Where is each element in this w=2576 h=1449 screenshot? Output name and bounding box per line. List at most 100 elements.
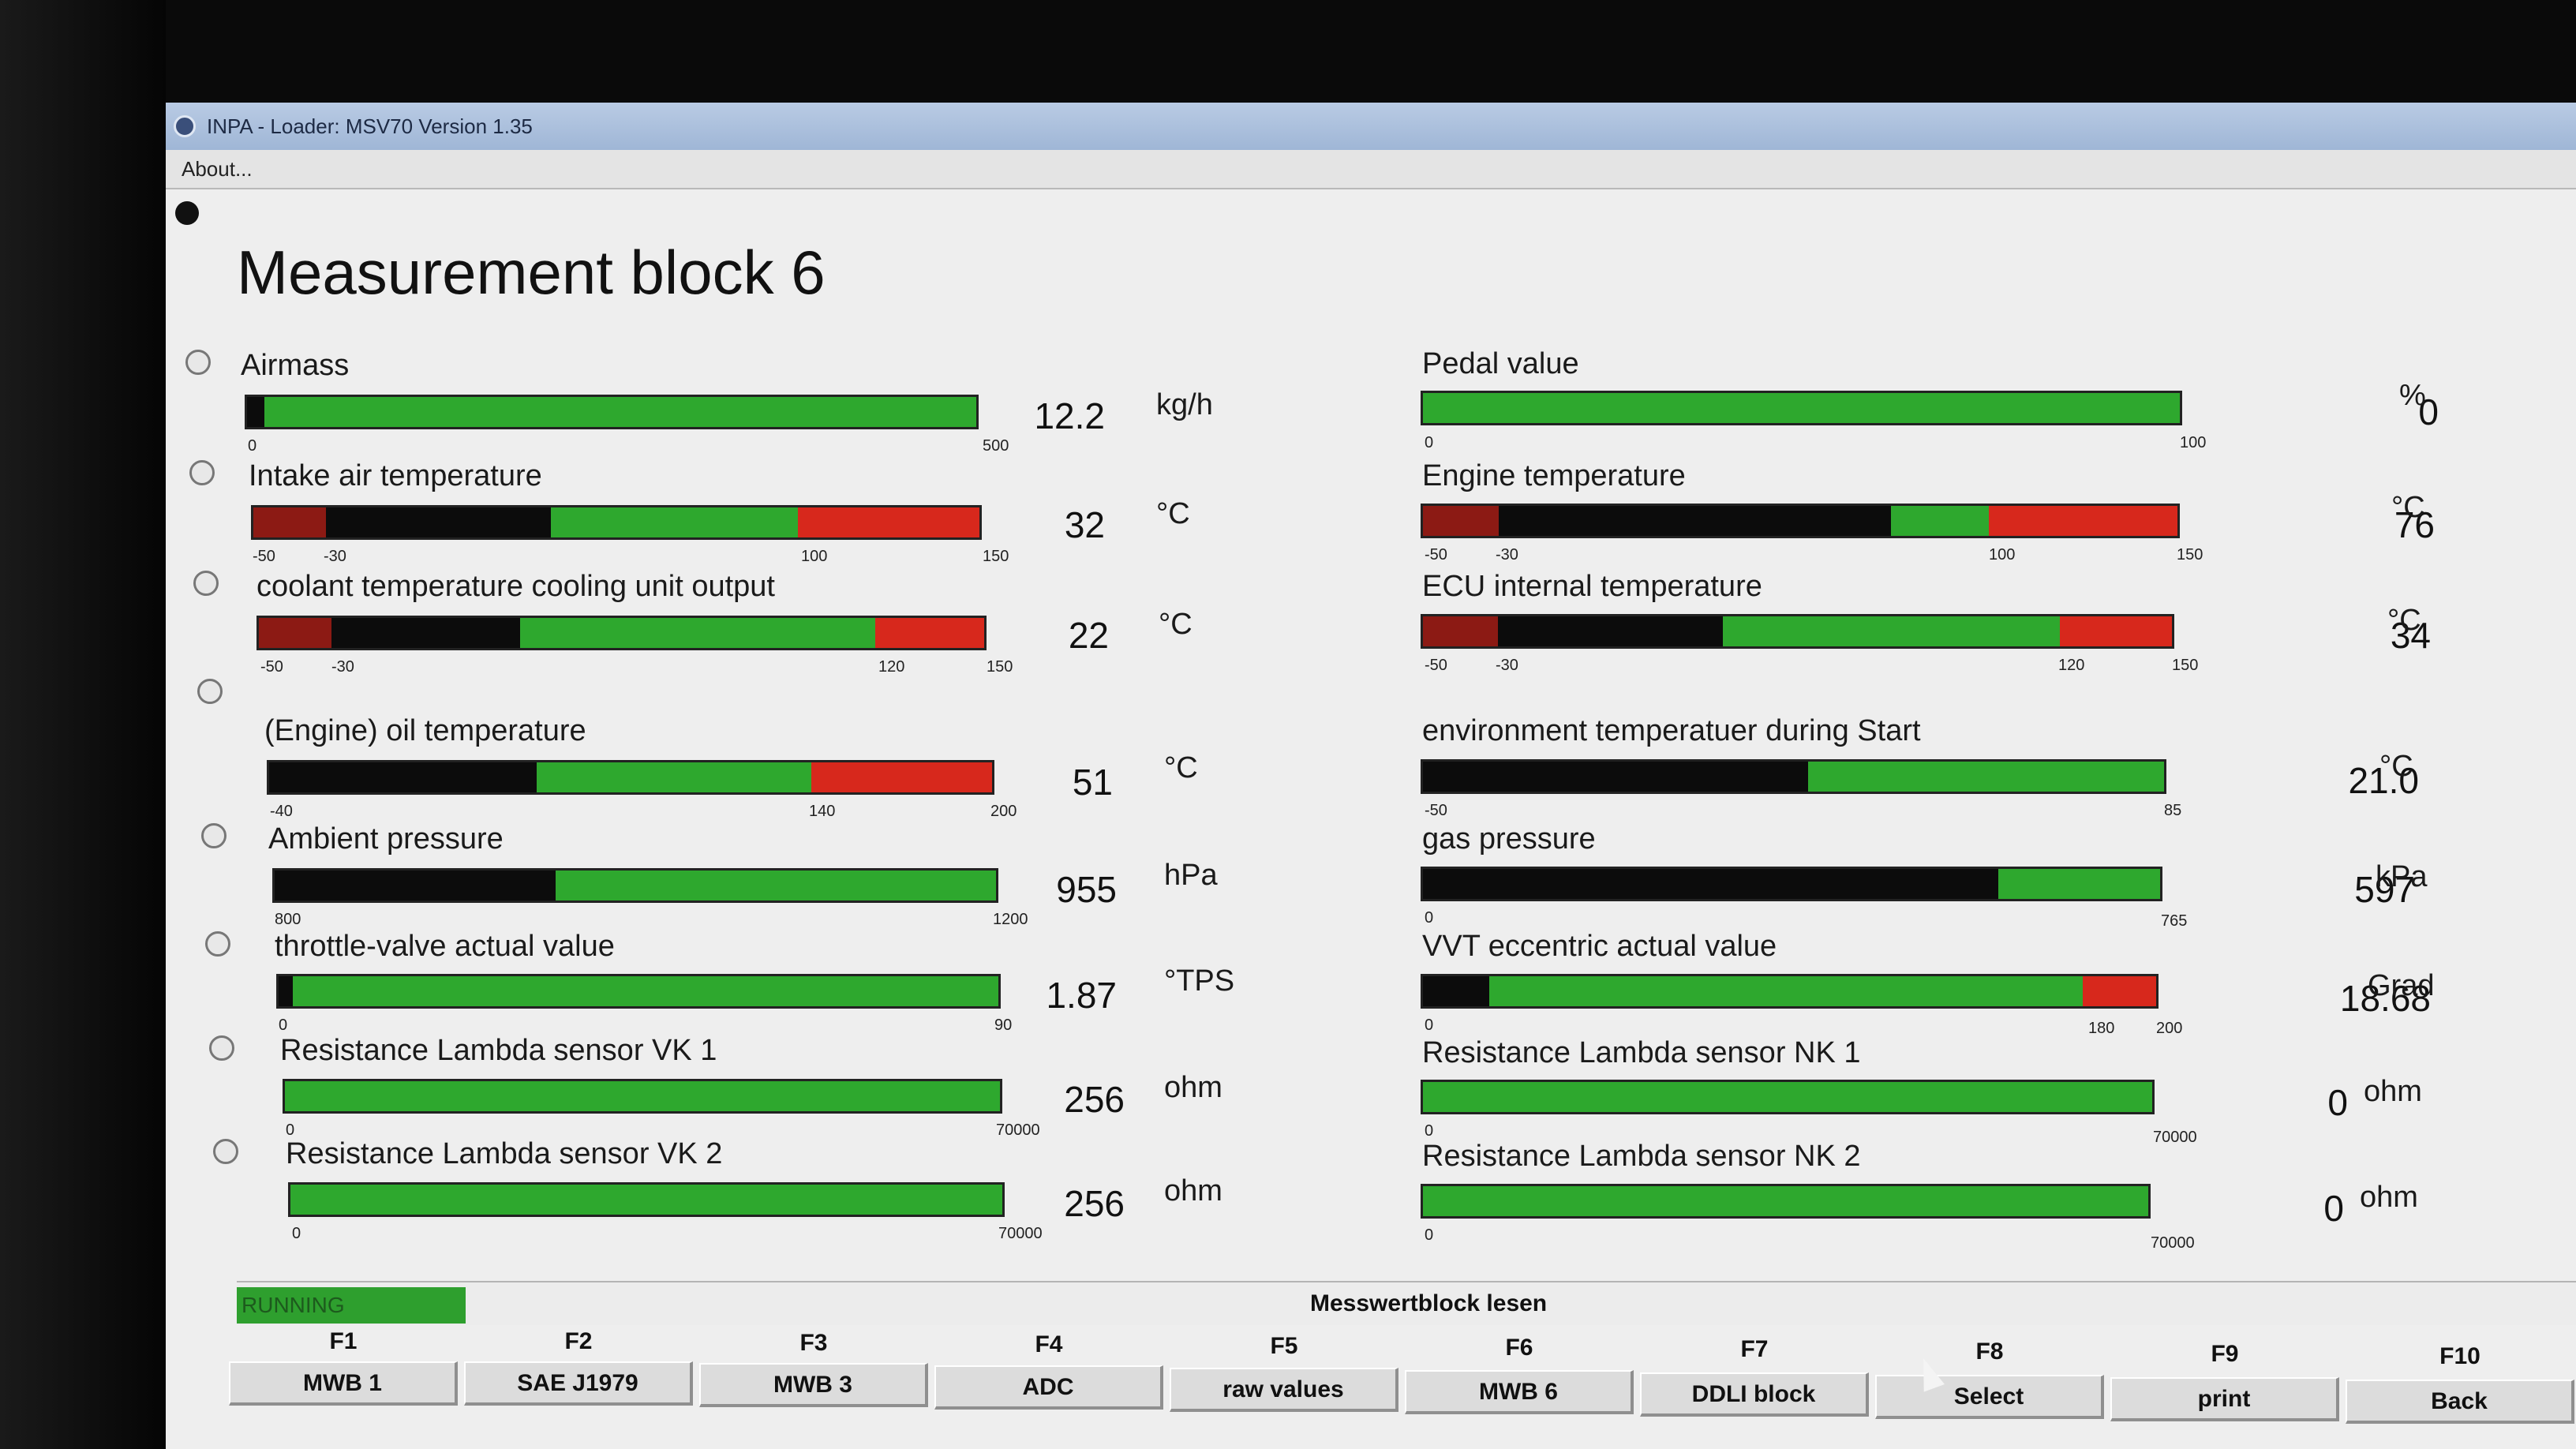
- fkey-f1-button[interactable]: MWB 1: [229, 1361, 458, 1406]
- value-airmass: 12.2: [1034, 395, 1105, 436]
- unit-pedal-value: %: [2399, 379, 2426, 412]
- radio-empty[interactable]: [197, 679, 223, 704]
- value-engine-temperature: 76: [2394, 504, 2435, 545]
- unit-vvt-eccentric: Grad: [2368, 969, 2435, 1002]
- tick-max: 1200: [993, 911, 1028, 928]
- bar-fill: [1497, 616, 1723, 646]
- bar-fill: [1423, 762, 1809, 792]
- value-lambda-vk1: 256: [1064, 1079, 1125, 1120]
- fkey-f2-button[interactable]: SAE J1979: [464, 1361, 693, 1406]
- value-lambda-nk2: 0: [2323, 1188, 2344, 1229]
- tick-max: 70000: [998, 1225, 1043, 1242]
- fkey-f5-number: F5: [1270, 1333, 1298, 1359]
- fkey-f5-button[interactable]: raw values: [1170, 1368, 1398, 1412]
- bar-fill: [331, 618, 520, 648]
- tick-min: 0: [279, 1017, 288, 1034]
- unit-environment-temperature: °C: [2379, 750, 2413, 783]
- radio-airmass[interactable]: [185, 350, 211, 375]
- fkey-f7-button[interactable]: DDLI block: [1640, 1372, 1869, 1417]
- tick-max: 200: [990, 803, 1017, 820]
- tick-min: -50: [253, 548, 275, 565]
- fkey-f3-button[interactable]: MWB 3: [699, 1363, 928, 1407]
- value-ambient-pressure: 955: [1056, 869, 1117, 910]
- label-gas-pressure: gas pressure: [1422, 822, 1596, 856]
- tick-high: 180: [2088, 1020, 2115, 1037]
- label-lambda-nk1: Resistance Lambda sensor NK 1: [1422, 1036, 1861, 1069]
- unit-lambda-nk1: ohm: [2364, 1075, 2422, 1108]
- tick-max: 765: [2161, 912, 2188, 930]
- unit-lambda-vk1: ohm: [1164, 1071, 1222, 1104]
- tick-min: 0: [1425, 1017, 1434, 1034]
- tick-max: 100: [2180, 434, 2207, 451]
- bar-pedal-value: [1421, 391, 2182, 425]
- bar-low-zone: [259, 618, 331, 648]
- bar-low-zone: [1423, 616, 1498, 646]
- label-intake-air-temperature: Intake air temperature: [249, 459, 542, 492]
- tick-min: -50: [260, 658, 283, 676]
- bar-intake-air-temperature: [251, 505, 982, 540]
- label-environment-temperature: environment temperatuer during Start: [1422, 714, 1921, 747]
- tick-min: 0: [292, 1225, 301, 1242]
- value-vvt-eccentric: 18.68: [2339, 978, 2431, 1019]
- tick-high: 120: [878, 658, 905, 676]
- unit-ambient-pressure: hPa: [1164, 859, 1218, 892]
- tick-min: -50: [1425, 802, 1447, 819]
- value-coolant-temperature: 22: [1068, 615, 1109, 656]
- tick-min: 0: [1425, 1122, 1434, 1140]
- bar-lambda-nk1: [1421, 1080, 2155, 1114]
- bar-fill: [1423, 869, 1998, 899]
- bar-lambda-nk2: [1421, 1184, 2151, 1219]
- tick-max: 70000: [996, 1121, 1040, 1139]
- label-lambda-vk1: Resistance Lambda sensor VK 1: [280, 1034, 717, 1067]
- value-oil-temperature: 51: [1072, 762, 1113, 803]
- fkey-f10-button[interactable]: Back: [2346, 1380, 2574, 1424]
- status-running: RUNNING: [237, 1287, 466, 1324]
- bar-fill: [279, 976, 294, 1006]
- radio-coolant-temperature[interactable]: [193, 571, 219, 596]
- tick-max: 85: [2164, 802, 2182, 819]
- bar-fill: [275, 871, 556, 900]
- fkey-f9-button[interactable]: print: [2110, 1377, 2339, 1421]
- unit-intake-air-temperature: °C: [1156, 497, 1190, 530]
- fkey-f8-button[interactable]: Select: [1875, 1375, 2104, 1419]
- bar-oil-temperature: [267, 760, 994, 795]
- tick-min: 0: [286, 1121, 295, 1139]
- bar-lambda-vk2: [288, 1182, 1005, 1217]
- radio-intake-air-temperature[interactable]: [189, 460, 215, 485]
- bar-coolant-temperature: [256, 616, 987, 650]
- unit-airmass: kg/h: [1156, 388, 1213, 421]
- unit-oil-temperature: °C: [1164, 751, 1198, 784]
- value-lambda-vk2: 256: [1064, 1183, 1125, 1224]
- label-engine-temperature: Engine temperature: [1422, 459, 1686, 492]
- unit-ecu-internal-temperature: °C: [2387, 604, 2421, 637]
- label-ecu-internal-temperature: ECU internal temperature: [1422, 570, 1762, 603]
- bar-high-zone: [2083, 976, 2156, 1006]
- page-title: Measurement block 6: [237, 238, 826, 307]
- bar-lambda-vk1: [283, 1079, 1002, 1114]
- status-bar: RUNNING Messwertblock lesen: [237, 1281, 2576, 1325]
- tick-max: 150: [2177, 546, 2203, 564]
- fkey-f6-button[interactable]: MWB 6: [1405, 1370, 1634, 1414]
- menu-about[interactable]: About...: [182, 156, 253, 181]
- radio-throttle-valve[interactable]: [205, 931, 230, 957]
- bar-fill: [1498, 506, 1891, 536]
- radio-lambda-vk2[interactable]: [213, 1139, 238, 1164]
- value-intake-air-temperature: 32: [1064, 504, 1105, 545]
- tick-max: 70000: [2151, 1234, 2195, 1252]
- tick-high: 140: [809, 803, 836, 820]
- tick-max: 90: [994, 1017, 1013, 1034]
- fkey-f4-button[interactable]: ADC: [934, 1365, 1163, 1410]
- radio-ambient-pressure[interactable]: [201, 823, 227, 848]
- tick-low: -30: [1496, 657, 1518, 674]
- value-lambda-nk1: 0: [2327, 1082, 2348, 1123]
- bar-high-zone: [1989, 506, 2177, 536]
- bar-fill: [1423, 976, 1489, 1006]
- bar-ambient-pressure: [272, 868, 998, 903]
- label-vvt-eccentric: VVT eccentric actual value: [1422, 930, 1777, 963]
- unit-lambda-nk2: ohm: [2360, 1181, 2418, 1214]
- fkey-f7-number: F7: [1740, 1336, 1769, 1362]
- label-lambda-nk2: Resistance Lambda sensor NK 2: [1422, 1140, 1861, 1173]
- radio-lambda-vk1[interactable]: [209, 1035, 234, 1061]
- tick-high: 120: [2058, 657, 2085, 674]
- label-throttle-valve: throttle-valve actual value: [275, 930, 615, 963]
